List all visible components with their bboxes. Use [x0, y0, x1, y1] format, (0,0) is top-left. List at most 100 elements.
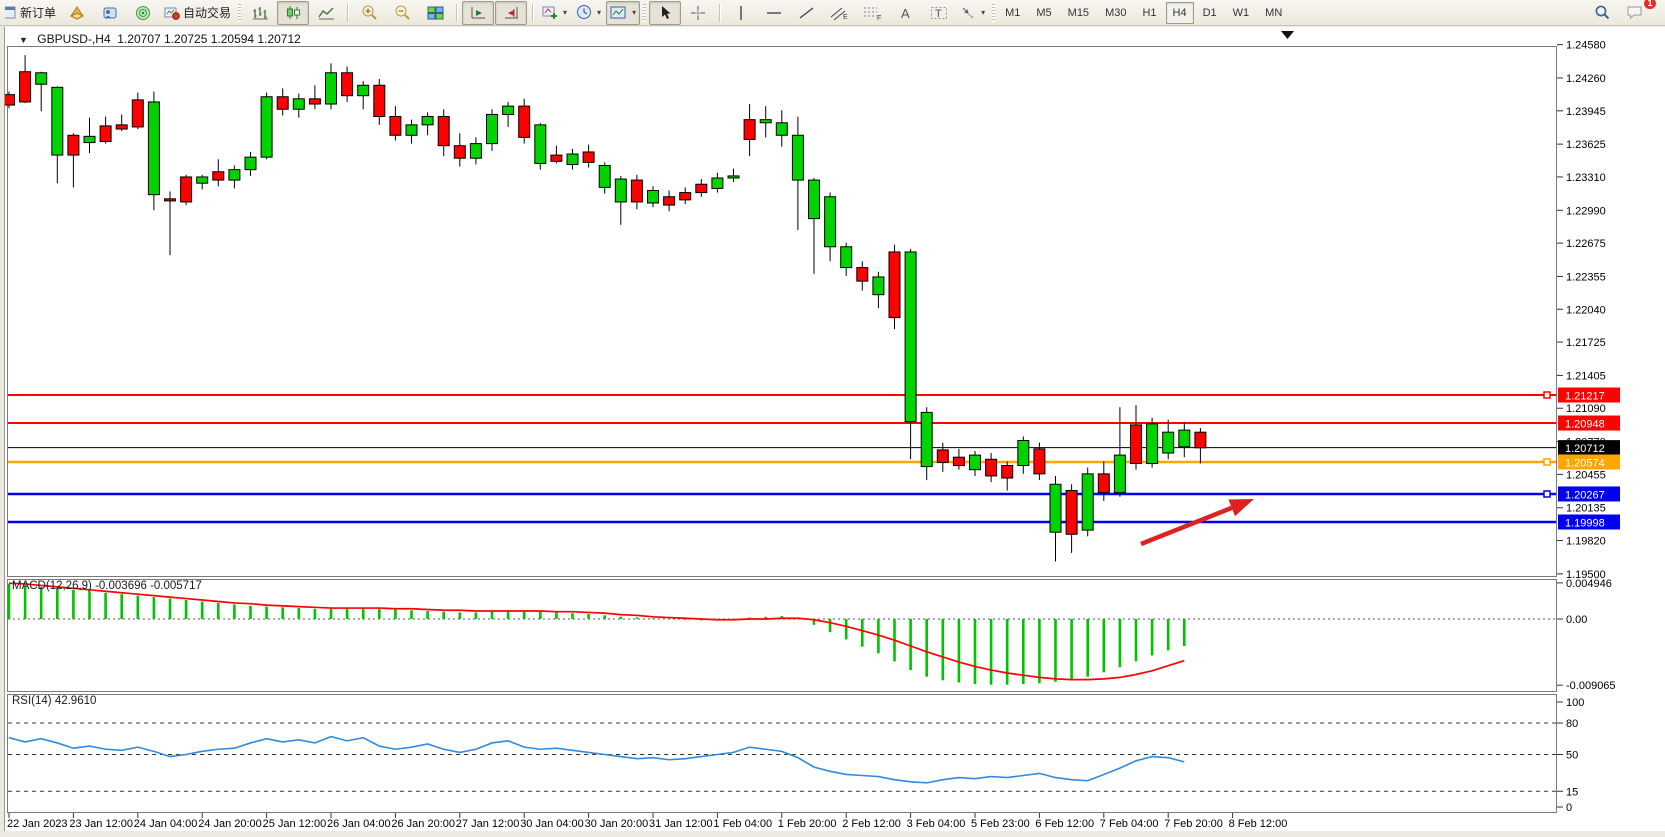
timeframe-m1[interactable]: M1 [1005, 6, 1021, 19]
price-tick-label: 1.23945 [1566, 106, 1606, 118]
metaeditor-button[interactable] [61, 1, 93, 25]
trendline-button[interactable] [791, 1, 823, 25]
price-label-box [1558, 486, 1620, 502]
strategy-tester-button[interactable] [127, 1, 159, 25]
timeframe-w1[interactable]: W1 [1232, 6, 1250, 19]
timeframe-m5[interactable]: M5 [1036, 6, 1052, 19]
crosshair-button[interactable] [682, 1, 714, 25]
candle-body [1146, 423, 1159, 464]
candle-body [502, 105, 515, 115]
candle-body [566, 153, 579, 165]
templates-button[interactable]: ▾ [606, 0, 641, 25]
macd-indicator-label: MACD(12,26,9) -0.003696 -0.005717 [12, 580, 202, 592]
scroll-end-marker-icon [1281, 31, 1294, 39]
candle-body [260, 96, 273, 158]
candle-body [824, 196, 837, 248]
candlestick-chart-icon [286, 5, 300, 19]
price-tick-label: 1.22990 [1566, 205, 1606, 217]
chart-shift-button[interactable] [495, 0, 528, 25]
candle-body [437, 116, 450, 147]
time-tick-label: 31 Jan 12:00 [649, 818, 713, 830]
macd-tick-label: 0.004946 [1566, 578, 1612, 590]
svg-text:A: A [901, 6, 910, 21]
candlestick-chart-button[interactable] [277, 0, 310, 25]
timeframe-d1[interactable]: D1 [1202, 6, 1217, 19]
indicators-button[interactable]: ▾ [538, 1, 571, 25]
trendline-icon [799, 6, 814, 19]
dropdown-caret: ▾ [981, 8, 986, 17]
price-label: 1.20948 [1565, 419, 1605, 431]
svg-text:F: F [877, 15, 881, 21]
candle-body [421, 116, 434, 126]
price-label: 1.20712 [1565, 443, 1605, 455]
candle-body [614, 178, 627, 203]
terminal-button[interactable] [94, 1, 126, 25]
candle-body [308, 98, 321, 105]
autotrading-icon [164, 7, 180, 20]
text-label-icon: T [931, 6, 948, 20]
auto-scroll-button[interactable] [462, 0, 495, 25]
dropdown-caret: ▾ [597, 8, 602, 17]
fibonacci-button[interactable]: F [857, 1, 889, 25]
timeframe-h4[interactable]: H4 [1165, 1, 1194, 24]
macd-tick-label: 0.00 [1566, 614, 1587, 626]
candle-body [1097, 473, 1110, 494]
text-button[interactable]: A [890, 1, 922, 25]
horizontal-line-button[interactable] [758, 1, 790, 25]
equidistant-channel-button[interactable]: E [824, 1, 856, 25]
text-label-button[interactable]: T [923, 1, 955, 25]
trend-arrow-head [1228, 499, 1254, 517]
terminal-icon [103, 7, 117, 18]
price-tick-label: 1.21725 [1566, 337, 1606, 349]
new-order-button[interactable]: 新订单 [1, 1, 60, 25]
rsi-tick-label: 0 [1566, 802, 1572, 814]
tile-windows-button[interactable] [419, 1, 451, 25]
line-chart-button[interactable] [310, 1, 342, 25]
search-icon [1595, 5, 1609, 20]
chart-title-caret-icon[interactable]: ▼ [19, 35, 28, 45]
autotrading-button[interactable]: 自动交易 [160, 1, 235, 25]
macd-tick-label: -0.009065 [1566, 680, 1616, 692]
timeframe-mn[interactable]: MN [1265, 6, 1283, 19]
price-tick-label: 1.22675 [1566, 238, 1606, 250]
candle-body [695, 183, 708, 194]
chart-symbol-period: GBPUSD-,H4 [37, 32, 111, 46]
bar-chart-button[interactable] [244, 1, 276, 25]
candle-body [985, 458, 998, 477]
time-tick-label: 26 Jan 20:00 [391, 818, 455, 830]
rsi-tick-label: 50 [1566, 750, 1578, 762]
macd-pane [7, 579, 1557, 692]
price-tick-label: 1.22040 [1566, 304, 1606, 316]
fibonacci-icon: F [864, 7, 881, 21]
time-tick-label: 7 Feb 04:00 [1100, 818, 1159, 830]
candle-body [244, 156, 257, 171]
chart-ohlc-values: 1.20707 1.20725 1.20594 1.20712 [117, 32, 301, 46]
timeframe-m15[interactable]: M15 [1067, 6, 1090, 19]
candle-body [35, 72, 48, 85]
zoom-out-button[interactable] [386, 1, 418, 25]
candle-body [147, 101, 160, 196]
periods-button[interactable]: ▾ [572, 1, 605, 25]
cursor-icon [661, 5, 671, 19]
timeframe-m30[interactable]: M30 [1105, 6, 1127, 19]
cursor-button[interactable] [649, 0, 682, 25]
candle-body [920, 411, 933, 468]
toolbar-grip [643, 3, 647, 22]
chart-canvas[interactable]: 1.24580 1.24260 1.23945 1.23625 1.23310 1.229… [5, 27, 1665, 831]
svg-text:E: E [843, 14, 848, 21]
chart-title: ▼ GBPUSD-,H4 1.20707 1.20725 1.20594 1.2… [19, 32, 301, 46]
candle-body [888, 251, 901, 319]
notifications-button[interactable]: 1 [1619, 0, 1656, 25]
vertical-line-button[interactable] [725, 1, 757, 25]
search-button[interactable] [1586, 1, 1618, 25]
zoom-in-button[interactable] [353, 1, 385, 25]
auto-scroll-icon [471, 6, 485, 18]
candle-body [341, 72, 354, 97]
price-tick-label: 1.21090 [1566, 403, 1606, 415]
timeframe-h1[interactable]: H1 [1142, 6, 1157, 19]
candle-body [630, 179, 643, 203]
arrows-button[interactable]: ▾ [956, 1, 989, 25]
rsi-pane [7, 694, 1557, 813]
time-tick-label: 5 Feb 23:00 [971, 818, 1030, 830]
candle-body [534, 124, 547, 164]
